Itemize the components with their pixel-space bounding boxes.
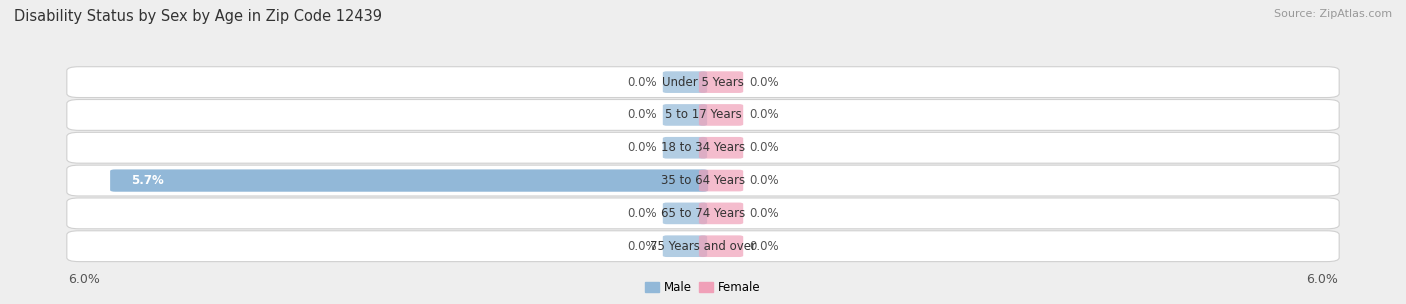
Text: 5.7%: 5.7% xyxy=(131,174,163,187)
FancyBboxPatch shape xyxy=(662,104,707,126)
Text: 0.0%: 0.0% xyxy=(627,141,657,154)
FancyBboxPatch shape xyxy=(662,202,707,224)
Text: 0.0%: 0.0% xyxy=(749,109,779,121)
FancyBboxPatch shape xyxy=(662,137,707,159)
Text: 18 to 34 Years: 18 to 34 Years xyxy=(661,141,745,154)
Text: 35 to 64 Years: 35 to 64 Years xyxy=(661,174,745,187)
Text: 75 Years and over: 75 Years and over xyxy=(650,240,756,253)
FancyBboxPatch shape xyxy=(699,235,744,257)
Legend: Male, Female: Male, Female xyxy=(641,276,765,299)
FancyBboxPatch shape xyxy=(662,235,707,257)
Text: 0.0%: 0.0% xyxy=(627,207,657,220)
Text: 0.0%: 0.0% xyxy=(749,76,779,89)
FancyBboxPatch shape xyxy=(67,132,1339,163)
Text: 0.0%: 0.0% xyxy=(749,174,779,187)
Text: 0.0%: 0.0% xyxy=(749,240,779,253)
Text: 5 to 17 Years: 5 to 17 Years xyxy=(665,109,741,121)
Text: 0.0%: 0.0% xyxy=(749,207,779,220)
FancyBboxPatch shape xyxy=(699,202,744,224)
FancyBboxPatch shape xyxy=(67,198,1339,229)
Text: 65 to 74 Years: 65 to 74 Years xyxy=(661,207,745,220)
Text: Disability Status by Sex by Age in Zip Code 12439: Disability Status by Sex by Age in Zip C… xyxy=(14,9,382,24)
FancyBboxPatch shape xyxy=(699,137,744,159)
Text: Under 5 Years: Under 5 Years xyxy=(662,76,744,89)
FancyBboxPatch shape xyxy=(110,169,709,192)
FancyBboxPatch shape xyxy=(662,71,707,93)
Text: Source: ZipAtlas.com: Source: ZipAtlas.com xyxy=(1274,9,1392,19)
FancyBboxPatch shape xyxy=(67,165,1339,196)
Text: 0.0%: 0.0% xyxy=(749,141,779,154)
FancyBboxPatch shape xyxy=(699,170,744,192)
Text: 0.0%: 0.0% xyxy=(627,240,657,253)
FancyBboxPatch shape xyxy=(67,99,1339,130)
Text: 0.0%: 0.0% xyxy=(627,109,657,121)
FancyBboxPatch shape xyxy=(67,67,1339,98)
FancyBboxPatch shape xyxy=(699,71,744,93)
FancyBboxPatch shape xyxy=(699,104,744,126)
Text: 0.0%: 0.0% xyxy=(627,76,657,89)
FancyBboxPatch shape xyxy=(67,231,1339,262)
